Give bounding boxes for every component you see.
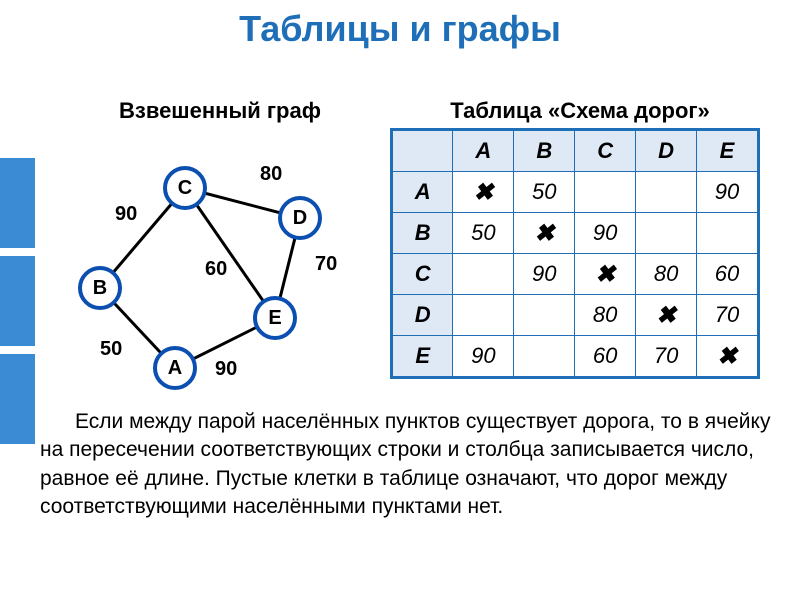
table-row-header: A [392, 172, 453, 213]
table-cell [453, 295, 514, 336]
table-row: C 90✖8060 [392, 254, 759, 295]
table-corner-cell [392, 130, 453, 172]
table-subtitle: Таблица «Схема дорог» [390, 98, 770, 124]
table-cell: 70 [697, 295, 759, 336]
table-row: A✖50 90 [392, 172, 759, 213]
table-cell: 60 [697, 254, 759, 295]
table-cell: ✖ [453, 172, 514, 213]
explanation-span: Если между парой населённых пунктов суще… [40, 410, 770, 518]
edge-weight: 80 [260, 163, 282, 186]
left-accent-bar [0, 158, 35, 438]
table-cell: 80 [636, 254, 697, 295]
table-row-header: C [392, 254, 453, 295]
table-row-header: E [392, 336, 453, 378]
edge-weight: 90 [215, 358, 237, 381]
table-cell: 70 [636, 336, 697, 378]
table-row-header: B [392, 213, 453, 254]
graph-node-e: E [253, 296, 297, 340]
table-panel: Таблица «Схема дорог» ABCDE A✖5090B50✖90… [390, 98, 770, 379]
table-row: E90 6070✖ [392, 336, 759, 378]
table-cell: ✖ [514, 213, 575, 254]
table-cell: 50 [514, 172, 575, 213]
table-col-header: C [575, 130, 636, 172]
roads-table: ABCDE A✖5090B50✖90C90✖8060D80✖70E906070✖ [390, 128, 760, 379]
table-cell [575, 172, 636, 213]
graph-node-c: C [163, 166, 207, 210]
graph-node-b: B [78, 266, 122, 310]
table-cell: ✖ [575, 254, 636, 295]
table-cell [453, 254, 514, 295]
graph-node-d: D [278, 196, 322, 240]
edge-weight: 70 [315, 253, 337, 276]
table-cell [636, 213, 697, 254]
table-body: A✖5090B50✖90C90✖8060D80✖70E906070✖ [392, 172, 759, 378]
explanation-text: Если между парой населённых пунктов суще… [40, 408, 780, 521]
table-cell: 60 [575, 336, 636, 378]
table-col-header: D [636, 130, 697, 172]
table-header-row: ABCDE [392, 130, 759, 172]
table-row: B50✖90 [392, 213, 759, 254]
table-cell [514, 336, 575, 378]
table-row: D 80✖70 [392, 295, 759, 336]
table-cell: 90 [453, 336, 514, 378]
edge-weight: 90 [115, 203, 137, 226]
table-col-header: B [514, 130, 575, 172]
edge-weight: 60 [205, 258, 227, 281]
table-cell: ✖ [636, 295, 697, 336]
table-cell [697, 213, 759, 254]
table-cell: ✖ [697, 336, 759, 378]
table-cell: 90 [575, 213, 636, 254]
table-cell [514, 295, 575, 336]
table-col-header: A [453, 130, 514, 172]
page-title: Таблицы и графы [0, 8, 800, 50]
table-cell: 80 [575, 295, 636, 336]
table-cell: 90 [514, 254, 575, 295]
table-cell [636, 172, 697, 213]
table-row-header: D [392, 295, 453, 336]
table-cell: 50 [453, 213, 514, 254]
table-cell: 90 [697, 172, 759, 213]
edge-weight: 50 [100, 338, 122, 361]
graph-node-a: A [153, 346, 197, 390]
table-col-header: E [697, 130, 759, 172]
graph-panel: Взвешенный граф 509090806070ABCDE [60, 98, 380, 398]
